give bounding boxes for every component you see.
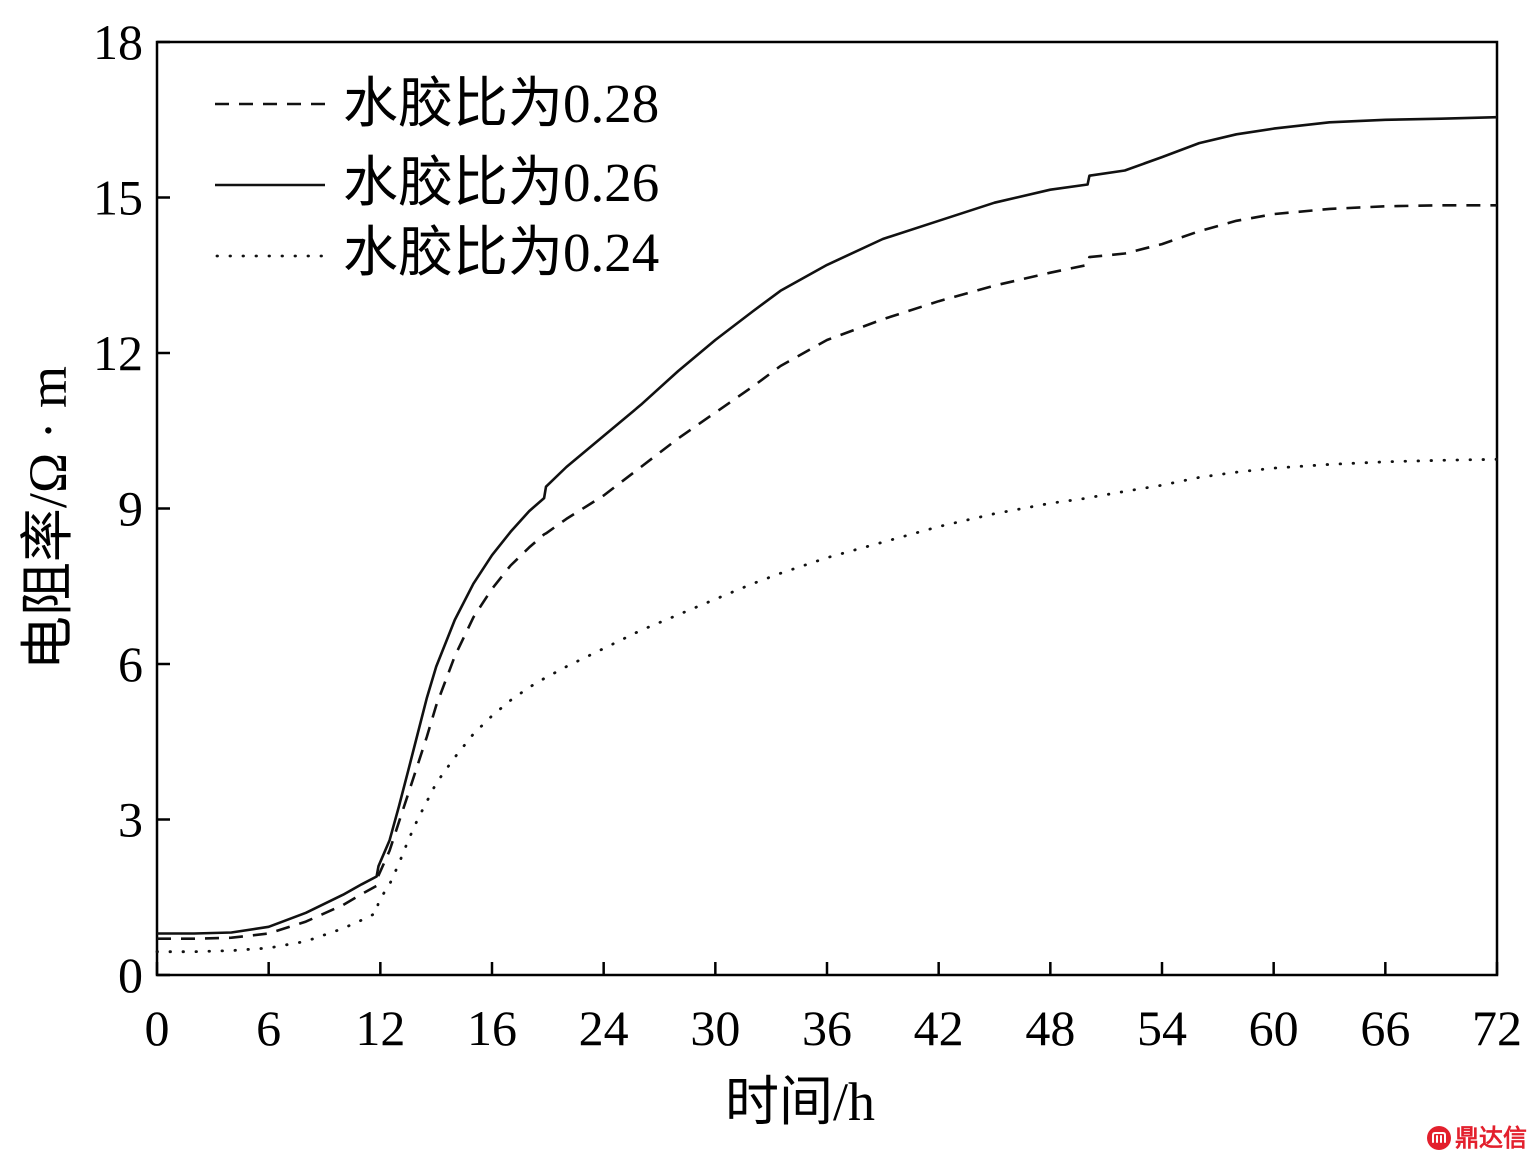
x-tick-label: 36 bbox=[802, 1000, 852, 1056]
y-tick-label: 18 bbox=[93, 14, 143, 70]
x-tick-label: 42 bbox=[914, 1000, 964, 1056]
x-tick-label: 30 bbox=[690, 1000, 740, 1056]
series-line-dotted bbox=[155, 457, 1499, 954]
x-tick-label: 66 bbox=[1360, 1000, 1410, 1056]
legend-label: 水胶比为0.26 bbox=[343, 152, 659, 213]
x-tick-label: 48 bbox=[1025, 1000, 1075, 1056]
legend-entry: 水胶比为0.24 bbox=[215, 222, 659, 283]
legend-entry: 水胶比为0.28 bbox=[215, 73, 659, 134]
series-line-dashed bbox=[157, 204, 1497, 940]
y-tick-label: 15 bbox=[93, 170, 143, 226]
watermark-text: 鼎达信 bbox=[1455, 1124, 1527, 1152]
y-tick-label: 12 bbox=[93, 325, 143, 381]
x-tick-label: 6 bbox=[256, 1000, 281, 1056]
legend-label: 水胶比为0.24 bbox=[343, 222, 659, 283]
legend-label: 水胶比为0.28 bbox=[343, 73, 659, 134]
x-axis-label: 时间/h bbox=[725, 1072, 875, 1132]
dingdaxin-logo-icon bbox=[1426, 1125, 1452, 1151]
series-layer bbox=[155, 115, 1499, 954]
legend-entry: 水胶比为0.26 bbox=[215, 152, 659, 213]
y-tick-label: 6 bbox=[118, 636, 143, 692]
y-axis-label: 电阻率/Ω · m bbox=[18, 366, 78, 670]
series-line-solid bbox=[157, 115, 1498, 935]
x-tick-label: 12 bbox=[355, 1000, 405, 1056]
y-tick-label: 9 bbox=[118, 481, 143, 537]
x-tick-label: 72 bbox=[1472, 1000, 1522, 1056]
x-tick-label: 60 bbox=[1249, 1000, 1299, 1056]
x-tick-label: 0 bbox=[145, 1000, 170, 1056]
y-tick-label: 0 bbox=[118, 947, 143, 1003]
x-tick-label: 16 bbox=[467, 1000, 517, 1056]
x-tick-label: 24 bbox=[579, 1000, 629, 1056]
y-tick-label: 3 bbox=[118, 792, 143, 848]
x-tick-label: 54 bbox=[1137, 1000, 1187, 1056]
legend: 水胶比为0.28 水胶比为0.26 水胶比为0.24 bbox=[215, 73, 659, 283]
watermark: 鼎达信 bbox=[1426, 1125, 1527, 1151]
